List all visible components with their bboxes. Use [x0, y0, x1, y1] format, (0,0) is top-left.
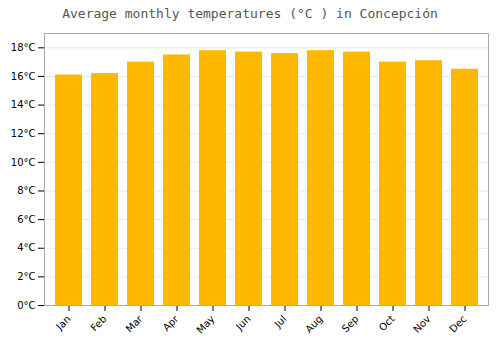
svg-text:Sep: Sep	[340, 313, 361, 334]
svg-text:Apr: Apr	[161, 313, 182, 334]
svg-text:14°C: 14°C	[11, 99, 36, 110]
svg-text:12°C: 12°C	[11, 128, 36, 139]
svg-text:6°C: 6°C	[17, 214, 35, 225]
svg-text:Feb: Feb	[88, 313, 108, 333]
svg-text:0°C: 0°C	[17, 300, 35, 311]
svg-text:Jul: Jul	[272, 313, 289, 330]
svg-text:Mar: Mar	[124, 313, 146, 335]
svg-text:Oct: Oct	[377, 313, 397, 333]
svg-text:10°C: 10°C	[11, 157, 36, 168]
svg-text:8°C: 8°C	[17, 185, 35, 196]
svg-text:May: May	[194, 313, 216, 335]
svg-text:Nov: Nov	[411, 313, 433, 335]
svg-text:4°C: 4°C	[17, 242, 35, 253]
svg-text:18°C: 18°C	[11, 42, 36, 53]
html-text:Average monthly temperatures (: Average monthly temperatures (°C ) in Co…	[62, 6, 438, 21]
svg-text:16°C: 16°C	[11, 71, 36, 82]
svg-text:Dec: Dec	[447, 313, 468, 334]
svg-text:Jan: Jan	[53, 313, 72, 332]
svg-text:2°C: 2°C	[17, 271, 35, 282]
svg-text:Aug: Aug	[303, 313, 325, 335]
svg-text:Jun: Jun	[233, 313, 253, 333]
